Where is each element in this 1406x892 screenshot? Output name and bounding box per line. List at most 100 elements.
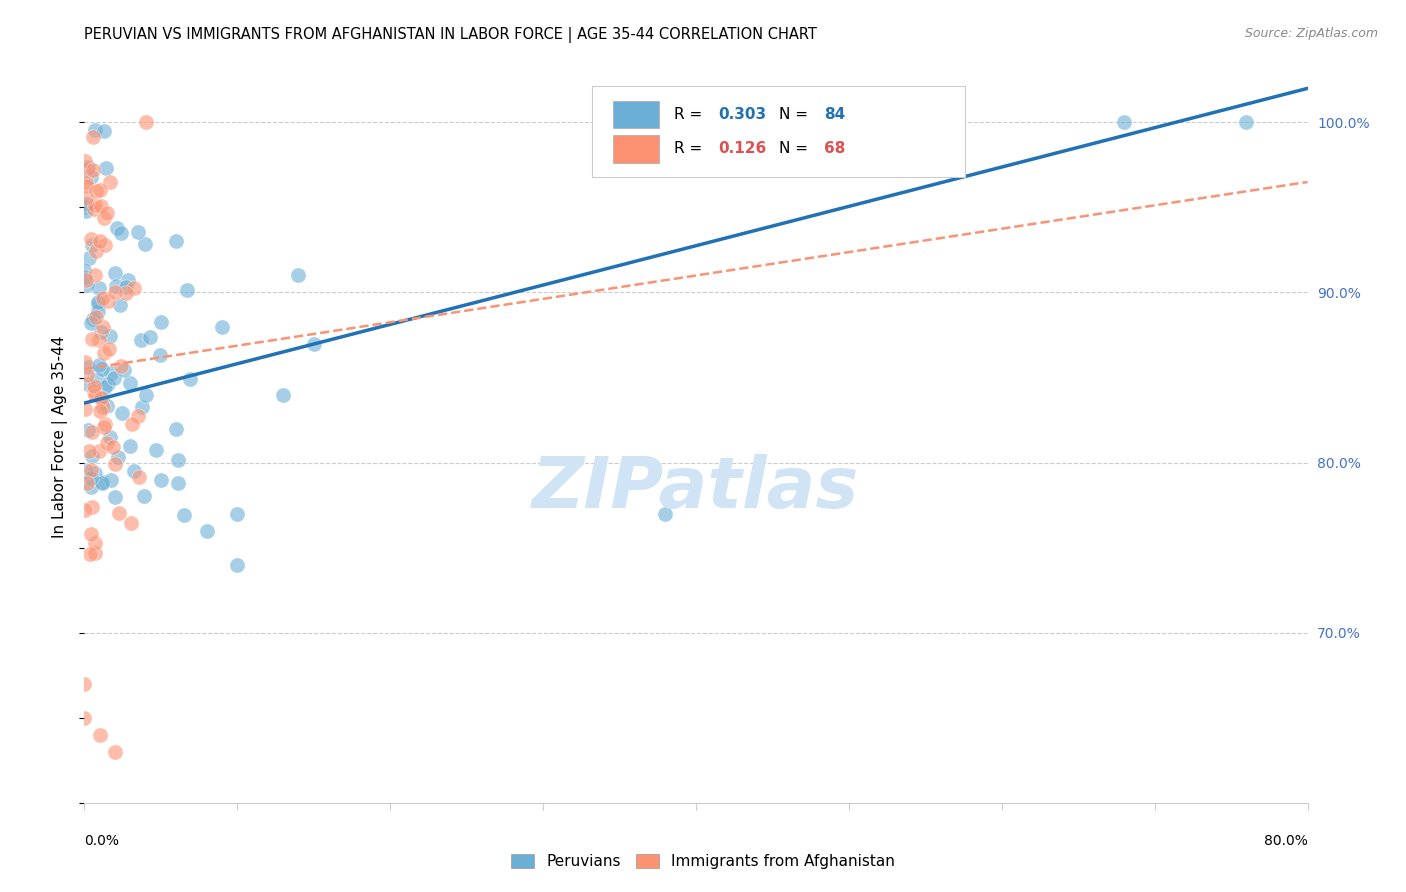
Point [287, 268, 309, 283]
Point [89, 728, 111, 742]
Point [271, 387, 294, 401]
Point [76, 368, 98, 382]
Point [80, 449, 103, 463]
Point [82, 237, 104, 252]
Point [96, 399, 118, 413]
Point [101, 440, 124, 454]
Point [76, 161, 98, 175]
Point [80, 316, 103, 330]
Point [80, 463, 103, 477]
Point [73, 200, 96, 214]
Text: Source: ZipAtlas.com: Source: ZipAtlas.com [1244, 27, 1378, 40]
Point [104, 745, 127, 759]
Point [75, 270, 97, 285]
Point [77, 252, 100, 266]
Point [82, 130, 104, 145]
Point [94, 417, 117, 432]
Point [89, 404, 111, 418]
Point [82, 425, 104, 439]
Point [120, 376, 142, 391]
Point [73, 355, 96, 369]
Text: N =: N = [779, 142, 813, 156]
Text: ZIPatlas: ZIPatlas [533, 454, 859, 523]
Point [84, 466, 107, 480]
Point [94, 380, 117, 394]
Point [176, 283, 198, 297]
Point [83, 379, 105, 393]
Point [110, 359, 132, 373]
Text: 0.303: 0.303 [718, 107, 766, 122]
Text: 84: 84 [824, 107, 845, 122]
Point [121, 417, 143, 432]
Point [83, 123, 105, 137]
Point [73, 677, 96, 691]
Point [104, 458, 127, 472]
Point [122, 464, 145, 478]
Point [73, 503, 96, 517]
Point [98, 329, 121, 343]
Point [80, 232, 103, 246]
Point [80, 471, 103, 485]
Text: PERUVIAN VS IMMIGRANTS FROM AFGHANISTAN IN LABOR FORCE | AGE 35-44 CORRELATION C: PERUVIAN VS IMMIGRANTS FROM AFGHANISTAN … [84, 27, 817, 43]
Point [127, 409, 149, 423]
Point [75, 175, 97, 189]
Text: R =: R = [673, 107, 707, 122]
Point [107, 450, 129, 465]
Point [75, 464, 97, 478]
Point [93, 346, 115, 360]
Point [76, 197, 98, 211]
Point [79, 547, 101, 561]
Point [654, 507, 676, 521]
Point [165, 421, 187, 435]
Point [84, 388, 107, 402]
Point [104, 490, 127, 504]
Point [86, 304, 108, 318]
Point [149, 315, 172, 329]
Point [100, 474, 122, 488]
Point [149, 348, 172, 362]
Point [82, 163, 104, 178]
Point [83, 546, 105, 560]
Point [96, 436, 118, 450]
Point [112, 363, 135, 377]
Point [149, 473, 172, 487]
Point [91, 401, 114, 415]
Point [84, 244, 107, 258]
FancyBboxPatch shape [613, 101, 659, 128]
Point [73, 711, 96, 725]
Point [108, 298, 131, 312]
Point [131, 401, 153, 415]
Point [103, 370, 125, 384]
Point [167, 475, 190, 490]
Point [129, 334, 152, 348]
Point [104, 266, 127, 280]
Point [77, 359, 100, 374]
Point [90, 391, 112, 405]
Point [80, 500, 103, 514]
Point [90, 392, 112, 406]
Point [135, 387, 157, 401]
Point [145, 443, 167, 458]
Point [135, 115, 157, 129]
Point [91, 362, 114, 376]
Point [1236, 115, 1258, 129]
Point [84, 536, 107, 550]
Point [211, 319, 233, 334]
Point [173, 508, 195, 522]
Point [87, 333, 110, 347]
Point [115, 286, 138, 301]
Point [89, 183, 111, 197]
Point [127, 225, 149, 239]
Point [90, 325, 112, 339]
Point [91, 292, 114, 306]
Point [76, 277, 98, 292]
Point [73, 153, 96, 168]
FancyBboxPatch shape [613, 135, 659, 162]
Point [139, 330, 162, 344]
Point [226, 507, 249, 521]
Text: 68: 68 [824, 142, 846, 156]
Point [84, 184, 107, 198]
Point [89, 235, 111, 249]
Point [117, 273, 139, 287]
Point [80, 480, 103, 494]
